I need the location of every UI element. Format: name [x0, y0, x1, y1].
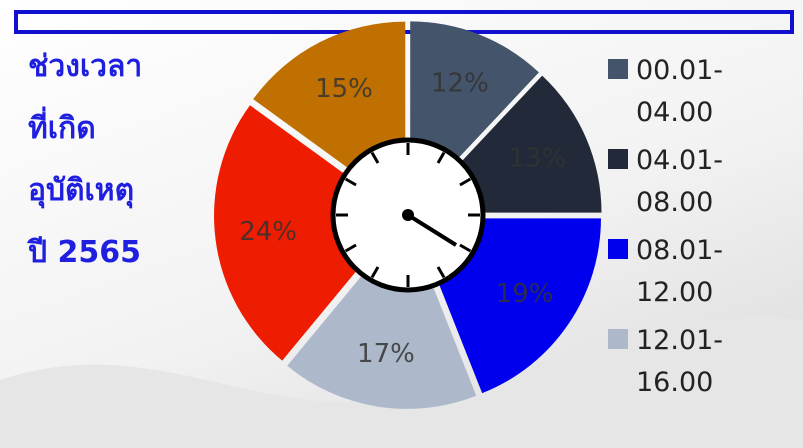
clock-tick — [370, 266, 380, 279]
legend-swatch — [608, 329, 628, 349]
title-line: ปี 2565 — [28, 235, 141, 270]
legend-swatch — [608, 59, 628, 79]
legend-label: 00.01-04.00 — [636, 55, 724, 128]
data-label: 13% — [509, 144, 567, 174]
slice — [214, 105, 364, 361]
legend-label: 04.01-08.00 — [636, 145, 724, 218]
road-decoration — [0, 316, 803, 448]
slice — [287, 267, 477, 409]
legend-item: 08.01-12.00 — [608, 230, 748, 314]
title: ช่วงเวลาที่เกิดอุบัติเหตุปี 2565 — [28, 36, 142, 284]
title-line: ที่เกิด — [28, 111, 96, 146]
legend: 00.01-04.00 04.01-08.00 08.01-12.00 12.01-1… — [608, 50, 748, 410]
clock-tick — [436, 151, 446, 164]
clock — [330, 137, 486, 293]
legend-label: 08.01-12.00 — [636, 235, 724, 308]
legend-swatch — [608, 149, 628, 169]
data-label: 15% — [315, 74, 373, 104]
clock-tick — [344, 243, 357, 253]
legend-item: 12.01-16.00 — [608, 320, 748, 404]
clock-tick — [436, 266, 446, 279]
slices: 12% 13% 19% 17% 24% 15% — [214, 21, 602, 409]
legend-swatch — [608, 239, 628, 259]
title-line: อุบัติเหตุ — [28, 173, 135, 208]
legend-item: 04.01-08.00 — [608, 140, 748, 224]
title-line: ช่วงเวลา — [28, 49, 143, 84]
data-label: 19% — [496, 279, 554, 309]
slice — [410, 21, 539, 166]
clock-tick — [344, 177, 357, 187]
data-label: 17% — [357, 339, 415, 369]
legend-label: 12.01-16.00 — [636, 325, 724, 398]
clock-hand — [406, 213, 458, 247]
clock-tick — [370, 151, 380, 164]
slice — [435, 218, 601, 394]
legend-item: 00.01-04.00 — [608, 50, 748, 134]
clock-tick — [459, 177, 472, 187]
slice — [454, 75, 602, 213]
data-label: 24% — [239, 217, 297, 247]
clock-tick — [459, 243, 472, 253]
clock-center — [402, 209, 414, 221]
slice — [253, 21, 406, 175]
data-label: 12% — [431, 68, 489, 98]
